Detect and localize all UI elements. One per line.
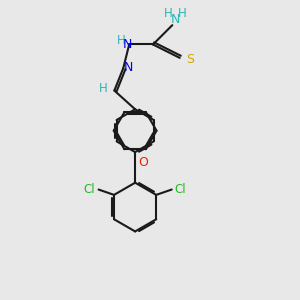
Text: H: H bbox=[177, 8, 186, 20]
Text: N: N bbox=[171, 13, 180, 26]
Text: N: N bbox=[123, 38, 132, 51]
Text: H: H bbox=[99, 82, 107, 95]
Text: Cl: Cl bbox=[84, 183, 95, 196]
Text: Cl: Cl bbox=[175, 183, 186, 196]
Text: S: S bbox=[186, 53, 194, 66]
Text: O: O bbox=[139, 156, 148, 169]
Text: H: H bbox=[116, 34, 125, 46]
Text: N: N bbox=[124, 61, 133, 74]
Text: H: H bbox=[164, 8, 173, 20]
